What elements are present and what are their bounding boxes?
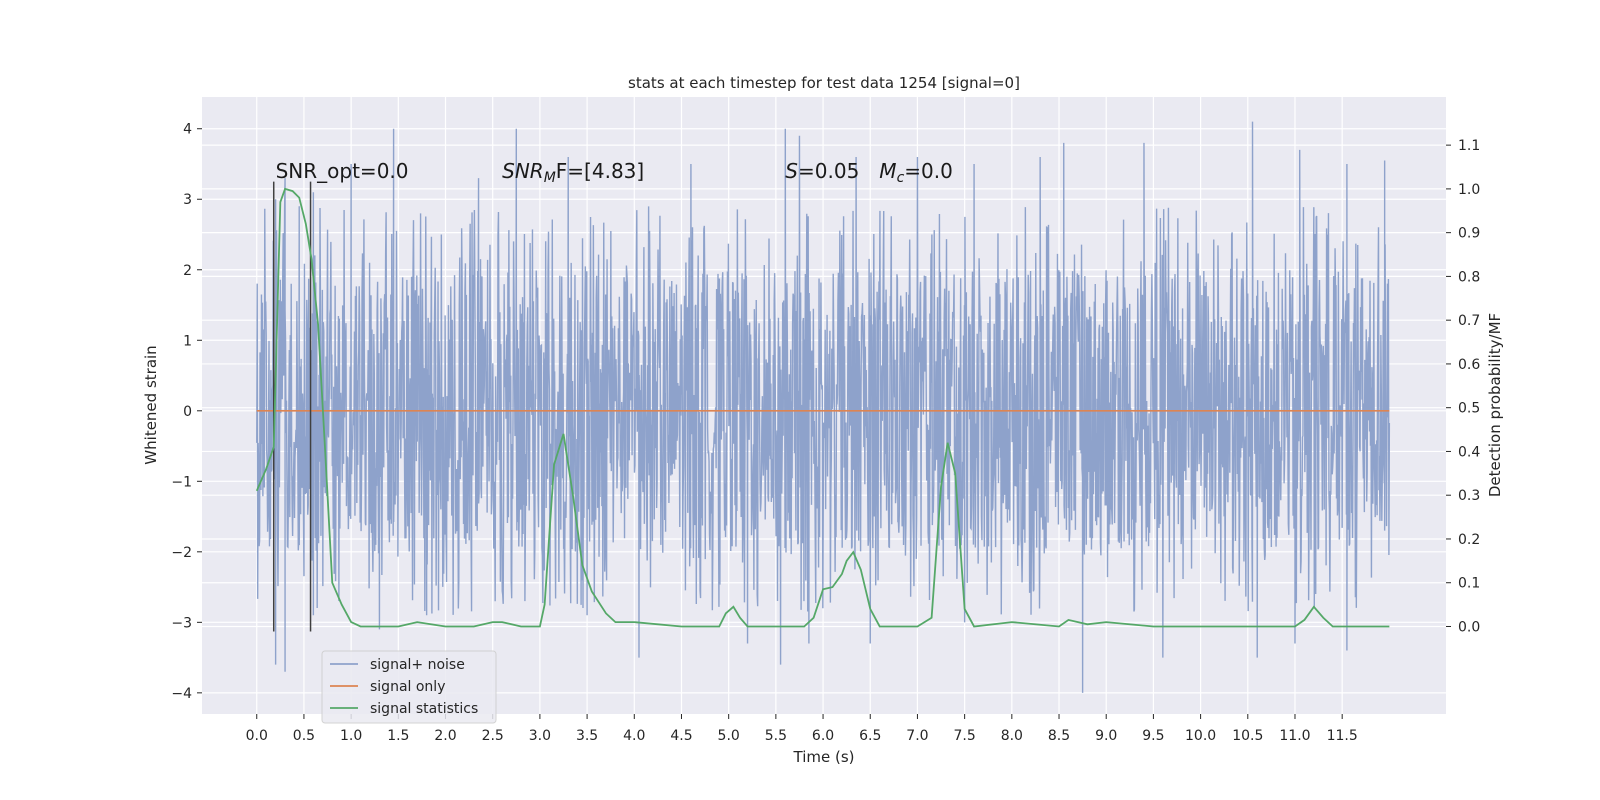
y-right-ticks: 1.1 1.0 0.9 0.8 0.7 0.6 0.5 0.4 0.3 0.2 0.1 0.0 (1446, 138, 1480, 635)
x-tick-label-3: 1.5 (387, 728, 409, 744)
y-tick-label-8: −4 (171, 686, 192, 702)
x-tick-label-20: 10.0 (1185, 728, 1216, 744)
y-right-tick-label-9: 0.2 (1458, 532, 1480, 548)
x-tick-label-22: 11.0 (1279, 728, 1310, 744)
x-tick-label-23: 11.5 (1327, 728, 1358, 744)
y-tick-label-7: −3 (171, 615, 192, 631)
y-right-tick-label-8: 0.3 (1458, 488, 1480, 504)
legend-label-stats: signal statistics (370, 701, 478, 717)
y-ticks: 4 3 2 1 0 −1 −2 −3 −4 (171, 122, 202, 702)
y-tick-label-3: 1 (183, 333, 192, 349)
y-right-axis-label: Detection probability/MF (1486, 313, 1504, 497)
x-tick-label-11: 5.5 (765, 728, 787, 744)
x-tick-label-13: 6.5 (859, 728, 881, 744)
x-tick-label-4: 2.0 (434, 728, 456, 744)
x-tick-label-15: 7.5 (954, 728, 976, 744)
y-right-tick-label-1: 1.0 (1458, 182, 1480, 198)
annotation-1: SNRMF=[4.83] (502, 159, 644, 186)
y-tick-label-6: −2 (171, 545, 192, 561)
legend-label-noise: signal+ noise (370, 657, 465, 673)
x-tick-label-18: 9.0 (1095, 728, 1117, 744)
y-axis-label: Whitened strain (142, 345, 160, 464)
y-right-tick-label-10: 0.1 (1458, 576, 1480, 592)
y-tick-label-4: 0 (183, 404, 192, 420)
legend-label-signal: signal only (370, 679, 445, 695)
y-right-tick-label-5: 0.6 (1458, 357, 1480, 373)
x-tick-label-19: 9.5 (1142, 728, 1164, 744)
x-tick-label-6: 3.0 (529, 728, 551, 744)
y-tick-label-2: 2 (183, 263, 192, 279)
y-right-tick-label-11: 0.0 (1458, 619, 1480, 635)
annotations: SNR_opt=0.0 SNRMF=[4.83] S=0.05 Mc=0.0 (276, 159, 953, 186)
x-tick-label-21: 10.5 (1232, 728, 1263, 744)
x-axis-label: Time (s) (793, 748, 855, 766)
noise-series (256, 121, 1391, 693)
y-right-tick-label-3: 0.8 (1458, 269, 1480, 285)
x-tick-label-0: 0.0 (246, 728, 268, 744)
legend: signal+ noise signal only signal statist… (321, 650, 497, 724)
y-right-tick-label-2: 0.9 (1458, 226, 1480, 242)
x-tick-label-16: 8.0 (1001, 728, 1023, 744)
x-tick-label-9: 4.5 (670, 728, 692, 744)
annotation-0: SNR_opt=0.0 (276, 159, 409, 183)
x-tick-label-5: 2.5 (482, 728, 504, 744)
y-right-tick-label-4: 0.7 (1458, 313, 1480, 329)
statistics-series (255, 187, 1390, 628)
y-tick-label-1: 3 (183, 192, 192, 208)
x-tick-label-2: 1.0 (340, 728, 362, 744)
annotation-2: S=0.05 Mc=0.0 (785, 159, 953, 186)
x-tick-label-7: 3.5 (576, 728, 598, 744)
x-tick-label-14: 7.0 (906, 728, 928, 744)
legend-box (321, 650, 497, 724)
x-tick-label-8: 4.0 (623, 728, 645, 744)
y-tick-label-0: 4 (183, 122, 192, 138)
y-right-tick-label-6: 0.5 (1458, 401, 1480, 417)
x-ticks: 0.0 0.5 1.0 1.5 2.0 2.5 3.0 3.5 4.0 4.5 5.0 5.5 6.0 6… (246, 714, 1358, 744)
y-right-tick-label-0: 1.1 (1458, 138, 1480, 154)
x-tick-label-17: 8.5 (1048, 728, 1070, 744)
y-tick-label-5: −1 (171, 474, 192, 490)
x-tick-label-12: 6.0 (812, 728, 834, 744)
series-signal-statistics (255, 187, 1390, 628)
x-tick-label-1: 0.5 (293, 728, 315, 744)
series-signal-noise (256, 121, 1391, 693)
y-right-tick-label-7: 0.4 (1458, 444, 1480, 460)
chart-title: stats at each timestep for test data 125… (628, 74, 1020, 92)
x-tick-label-10: 5.0 (718, 728, 740, 744)
